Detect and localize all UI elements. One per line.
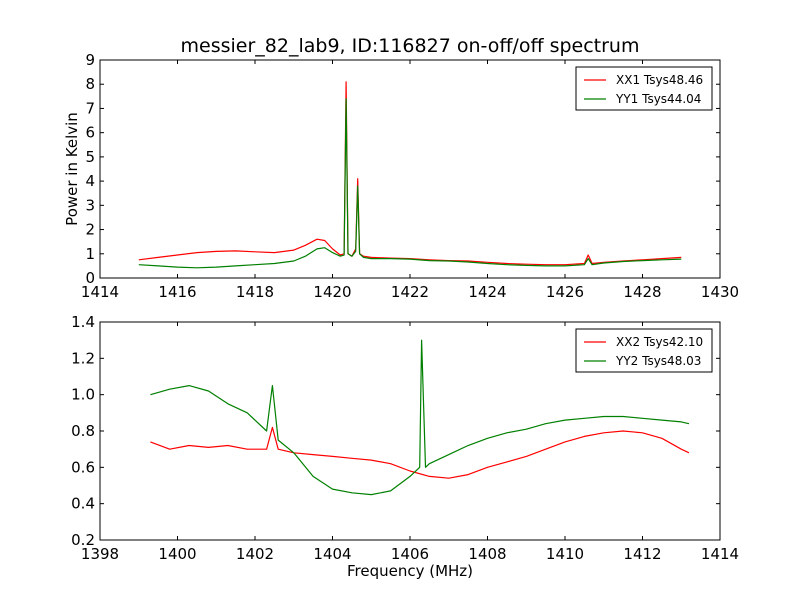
y-tick-label: 1.0 xyxy=(71,386,95,404)
legend-label: XX2 Tsys42.10 xyxy=(616,335,703,349)
y-tick-label: 0.8 xyxy=(71,422,95,440)
x-tick-label: 1406 xyxy=(391,545,429,563)
x-tick-label: 1428 xyxy=(623,283,661,301)
y-tick-label: 5 xyxy=(85,148,95,166)
x-tick-label: 1410 xyxy=(546,545,584,563)
legend-label: XX1 Tsys48.46 xyxy=(616,73,703,87)
x-axis-label: Frequency (MHz) xyxy=(347,562,473,580)
x-tick-label: 1402 xyxy=(236,545,274,563)
y-tick-label: 0.6 xyxy=(71,458,95,476)
x-tick-label: 1416 xyxy=(158,283,196,301)
y-tick-label: 0.4 xyxy=(71,495,95,513)
y-axis-label: Power in Kelvin xyxy=(63,112,81,226)
y-tick-label: 4 xyxy=(85,172,95,190)
legend-label: YY2 Tsys48.03 xyxy=(615,354,701,368)
y-tick-label: 6 xyxy=(85,124,95,142)
x-tick-label: 1420 xyxy=(313,283,351,301)
y-tick-label: 0.2 xyxy=(71,531,95,549)
series-line-2-2 xyxy=(150,339,690,496)
y-tick-label: 0 xyxy=(85,269,95,287)
y-tick-label: 9 xyxy=(85,51,95,69)
legend-box xyxy=(575,66,713,111)
series-group xyxy=(138,81,682,269)
y-tick-label: 1.2 xyxy=(71,349,95,367)
legend-label: YY1 Tsys44.04 xyxy=(615,92,701,106)
x-tick-label: 1422 xyxy=(391,283,429,301)
chart-panel-2: 1398 1400 1402 1404 1406 1408 1410 1412 1414 0.2 0… xyxy=(71,313,739,580)
x-tick-label: 1404 xyxy=(313,545,351,563)
y-tick-label: 1 xyxy=(85,245,95,263)
y-tick-label: 2 xyxy=(85,221,95,239)
x-tick-label: 1414 xyxy=(81,283,119,301)
series-line-1-2 xyxy=(138,98,682,269)
legend-box xyxy=(575,328,713,373)
y-tick-label: 8 xyxy=(85,75,95,93)
legend: XX2 Tsys42.10 YY2 Tsys48.03 xyxy=(575,328,713,373)
series-group xyxy=(150,339,690,496)
y-tick-label: 1.4 xyxy=(71,313,95,331)
y-tick-label: 7 xyxy=(85,99,95,117)
figure-title: messier_82_lab9, ID:116827 on-off/off sp… xyxy=(181,35,640,57)
x-tick-label: 1398 xyxy=(81,545,119,563)
x-tick-label: 1424 xyxy=(468,283,506,301)
legend: XX1 Tsys48.46 YY1 Tsys44.04 xyxy=(575,66,713,111)
x-tick-label: 1430 xyxy=(701,283,739,301)
x-tick-label: 1418 xyxy=(236,283,274,301)
x-tick-label: 1400 xyxy=(158,545,196,563)
series-line-2-1 xyxy=(150,426,690,479)
chart-panel-1: 1414 1416 1418 1420 1422 1424 1426 1428 1430 0 1 2 3… xyxy=(63,51,739,301)
y-tick-label: 3 xyxy=(85,196,95,214)
x-tick-label: 1408 xyxy=(468,545,506,563)
x-tick-label: 1412 xyxy=(623,545,661,563)
panels: 1414 1416 1418 1420 1422 1424 1426 1428 1430 0 1 2 3… xyxy=(63,51,739,580)
x-tick-label: 1426 xyxy=(546,283,584,301)
x-tick-label: 1414 xyxy=(701,545,739,563)
